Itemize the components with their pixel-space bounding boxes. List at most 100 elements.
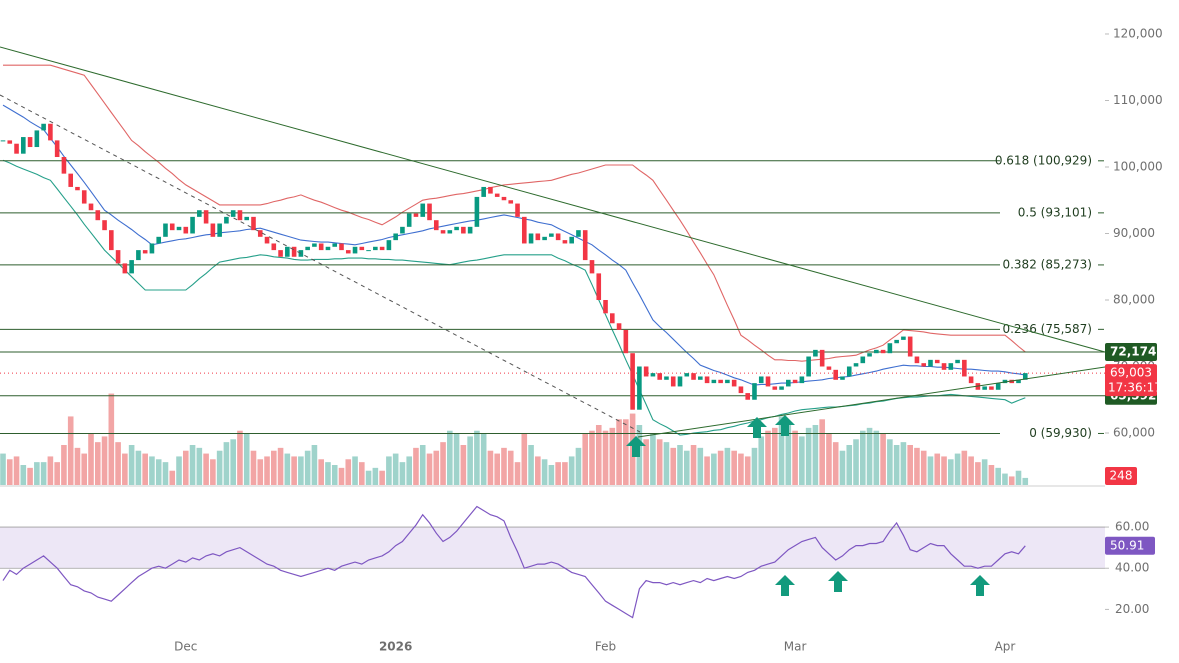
candle (1002, 379, 1008, 384)
volume-bar (176, 456, 182, 485)
candle (210, 223, 216, 237)
volume-bar (961, 450, 968, 485)
candle (853, 363, 859, 367)
volume-bar (6, 459, 13, 485)
volume-bar (582, 433, 589, 485)
candle (819, 349, 825, 367)
volume-bar (758, 436, 765, 485)
candle (406, 213, 412, 227)
volume-bar (941, 456, 947, 485)
price-tag-box (1105, 343, 1157, 362)
candle (61, 157, 67, 174)
candle (840, 376, 845, 380)
fib-label: 0.382 (85,273) (1002, 257, 1092, 271)
volume-bar (318, 459, 324, 485)
volume-bar (792, 430, 798, 485)
y-tick-label: 110,000 (1113, 93, 1163, 107)
volume-bar (277, 447, 284, 485)
candle (894, 339, 899, 344)
candle (982, 386, 987, 390)
volume-bar (900, 442, 907, 485)
volume-bar (81, 453, 88, 485)
volume-bar (819, 419, 825, 485)
candle (515, 203, 520, 217)
volume-bar (271, 450, 277, 485)
volume-bar (196, 447, 203, 485)
volume-bar (670, 447, 677, 485)
volume-bar (799, 436, 805, 485)
volume-bar (182, 450, 189, 485)
last-price-label: 69,003 (1110, 366, 1152, 380)
candle (934, 359, 940, 364)
volume-bar (155, 459, 162, 485)
rsi-tag-box (1105, 536, 1155, 555)
volume-bar (257, 459, 264, 485)
volume-bar (487, 450, 494, 485)
candle (887, 343, 893, 354)
volume-bar (230, 439, 236, 485)
candle (711, 379, 717, 384)
candle (413, 213, 419, 217)
candle (88, 203, 94, 211)
candle (691, 373, 696, 380)
volume-bar (149, 456, 155, 485)
volume-bar (460, 445, 467, 485)
volume-bar (826, 433, 832, 485)
volume-bar (365, 470, 372, 485)
candle (799, 376, 805, 384)
volume-bar (656, 439, 663, 485)
volume-bar (372, 467, 379, 485)
candle (643, 366, 649, 377)
volume-bar (54, 462, 60, 485)
volume-bar (128, 445, 135, 485)
candle (237, 210, 243, 221)
candle (142, 250, 148, 254)
volume-bar (440, 442, 446, 485)
candle (725, 379, 730, 384)
y-tick-label: 100,000 (1113, 159, 1163, 173)
support-line (637, 366, 1106, 438)
candle (901, 336, 906, 340)
candle (860, 356, 866, 364)
volume-bar (352, 456, 358, 485)
volume-bar (765, 430, 771, 485)
arrows (626, 415, 990, 596)
candle (684, 373, 690, 377)
volume-bar (663, 442, 670, 485)
volume-bar (968, 456, 974, 485)
x-tick-label: Dec (174, 640, 197, 654)
candle (582, 230, 588, 261)
candle (386, 240, 392, 251)
volume-bar (568, 456, 575, 485)
candle (779, 386, 784, 390)
candle (928, 359, 933, 367)
candle (907, 336, 913, 357)
x-tick-label: Apr (995, 640, 1016, 654)
candle (21, 137, 26, 154)
volume-bar (386, 456, 392, 485)
candle (447, 230, 453, 234)
volume-bar (616, 419, 622, 485)
volume-bar (467, 436, 473, 485)
volume-bar (839, 450, 846, 485)
candle (677, 376, 683, 387)
volume-bar (447, 430, 453, 485)
candle (420, 203, 426, 217)
up-arrow (828, 571, 848, 592)
candle (528, 233, 534, 244)
y-tick-label: 90,000 (1113, 226, 1155, 240)
candle (616, 323, 622, 330)
volume-bar (1002, 473, 1008, 485)
candle (373, 246, 378, 251)
candle (291, 246, 297, 257)
volume-bar (304, 450, 311, 485)
volume-bar (683, 450, 690, 485)
candle (0, 140, 6, 142)
volume-bar (1015, 470, 1022, 485)
candle (481, 186, 486, 197)
candle (312, 243, 317, 247)
volume-bar (210, 459, 216, 485)
candle (508, 200, 514, 204)
volume-bar (34, 462, 40, 485)
fib-label: 0 (59,930) (1029, 426, 1092, 440)
